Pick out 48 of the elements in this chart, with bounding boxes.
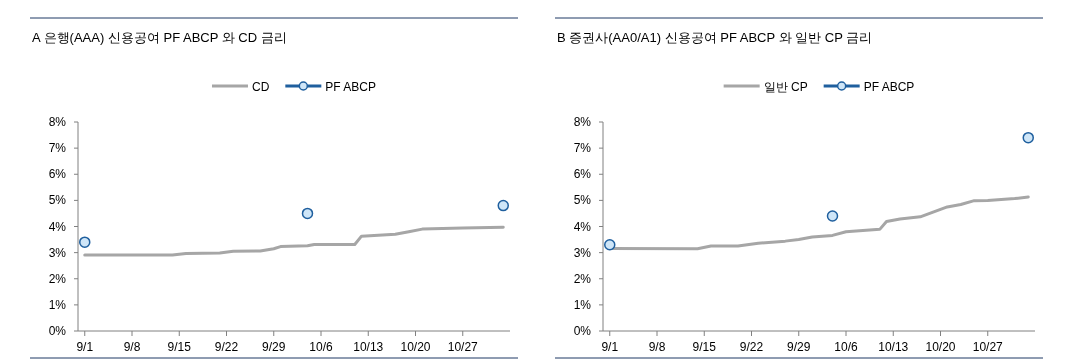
chart-title: B 증권사(AA0/A1) 신용공여 PF ABCP 와 일반 CP 금리	[557, 30, 873, 45]
point	[497, 199, 509, 212]
y-tick-label: 7%	[573, 141, 592, 156]
y-tick-label: 5%	[48, 193, 67, 208]
x-tick-label: 10/13	[353, 340, 384, 354]
x-tick-label: 9/29	[787, 340, 811, 354]
x-tick-label: 9/29	[262, 340, 286, 354]
y-tick-label: 8%	[573, 115, 592, 129]
x-tick-label: 10/6	[309, 340, 333, 354]
x-tick-label: 10/20	[925, 340, 956, 354]
point	[301, 207, 314, 220]
point	[604, 239, 616, 251]
point	[826, 210, 839, 222]
y-tick-label: 0%	[48, 324, 67, 338]
y-tick-label: 4%	[573, 219, 592, 234]
legend-label: CD	[251, 79, 270, 94]
x-tick-label: 9/8	[123, 340, 141, 354]
y-tick-label: 5%	[573, 193, 592, 208]
y-tick-label: 0%	[573, 324, 592, 338]
y-tick-label: 6%	[573, 167, 592, 182]
x-tick-label: 9/15	[692, 340, 717, 354]
y-tick-label: 1%	[48, 297, 67, 312]
legend-label: 일반 CP	[763, 79, 808, 94]
x-tick-label: 9/1	[76, 340, 94, 354]
y-tick-label: 3%	[573, 245, 592, 260]
x-tick-label: 10/6	[834, 340, 858, 354]
y-tick-label: 2%	[48, 271, 67, 286]
x-tick-label: 9/1	[601, 340, 619, 354]
legend-label: PF ABCP	[863, 79, 915, 94]
point	[79, 236, 91, 248]
y-tick-label: 4%	[48, 219, 67, 234]
x-tick-label: 9/15	[167, 340, 192, 354]
y-tick-label: 7%	[48, 141, 67, 156]
legend-label: PF ABCP	[325, 79, 377, 94]
y-tick-label: 2%	[573, 271, 592, 286]
x-tick-label: 10/20	[400, 340, 431, 354]
chart-title: A 은행(AAA) 신용공여 PF ABCP 와 CD 금리	[32, 30, 287, 45]
x-tick-label: 10/27	[972, 340, 1004, 354]
x-tick-label: 10/27	[447, 340, 479, 354]
x-tick-label: 9/8	[648, 340, 666, 354]
y-tick-label: 8%	[48, 115, 67, 129]
x-tick-label: 9/22	[214, 340, 239, 354]
x-tick-label: 9/22	[739, 340, 764, 354]
x-tick-label: 10/13	[878, 340, 909, 354]
point	[1022, 131, 1034, 144]
y-tick-label: 6%	[48, 167, 67, 182]
y-tick-label: 3%	[48, 245, 67, 260]
y-tick-label: 1%	[573, 297, 592, 312]
